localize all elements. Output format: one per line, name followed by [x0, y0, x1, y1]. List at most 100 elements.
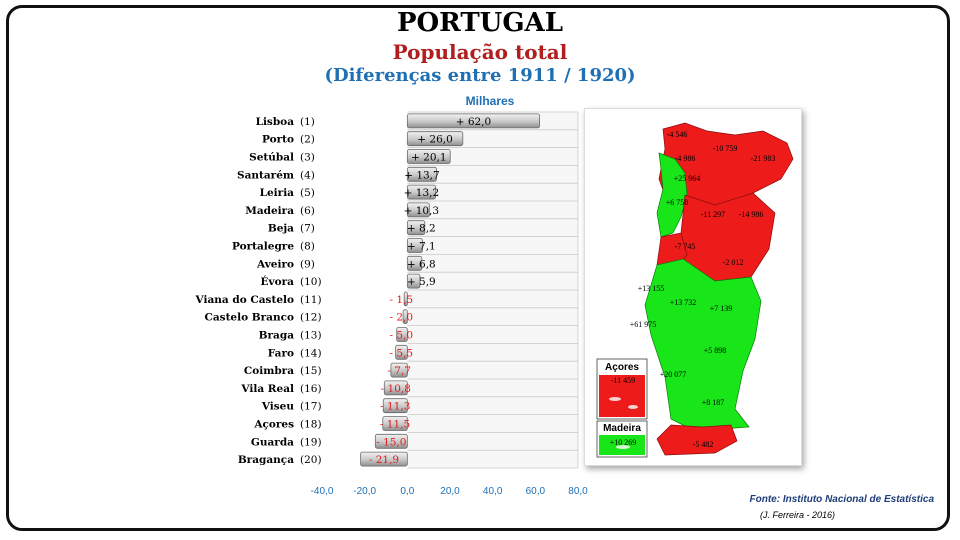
map-district-label: -11 459	[611, 376, 635, 385]
rank-label: (20)	[300, 454, 322, 466]
data-label: + 13,2	[404, 187, 440, 199]
map-district-label: +5 898	[704, 346, 727, 355]
data-label: + 7,1	[407, 241, 436, 253]
x-tick-label: 20,0	[440, 486, 460, 497]
period-label: (Diferenças entre 1911 / 1920)	[324, 65, 636, 86]
map-district-label: -7 745	[675, 242, 696, 251]
category-label: Santarém	[237, 169, 294, 181]
data-label: + 26,0	[417, 134, 453, 146]
bar	[402, 309, 408, 325]
map-district-label: +8 187	[702, 398, 725, 407]
data-label: - 10,8	[381, 383, 411, 395]
map-district-label: +7 139	[710, 304, 733, 313]
rank-label: (2)	[300, 134, 315, 146]
rank-label: (7)	[300, 223, 315, 235]
category-label: Viana do Castelo	[195, 294, 294, 306]
rank-label: (3)	[300, 152, 315, 164]
bar	[374, 433, 408, 449]
bar	[406, 202, 430, 218]
category-label: Porto	[262, 134, 294, 146]
map-district-label: +61 975	[630, 320, 657, 329]
data-label: - 11,3	[380, 401, 410, 413]
bar	[406, 113, 541, 129]
map-region-coast-north	[656, 152, 688, 238]
portugal-map: Açores Madeira -4 546 -10 759 -21 983 -4 98…	[584, 108, 802, 466]
bar	[406, 131, 464, 147]
bar	[406, 220, 426, 236]
bar	[403, 291, 408, 307]
data-label: + 20,1	[411, 152, 447, 164]
map-region-north	[658, 122, 794, 214]
data-label: + 5,9	[407, 276, 436, 288]
rank-label: (1)	[300, 116, 315, 128]
data-label: + 62,0	[456, 116, 492, 128]
category-label: Castelo Branco	[205, 312, 295, 324]
category-label: Setúbal	[249, 152, 294, 164]
rank-label: (16)	[300, 383, 322, 395]
x-tick-label: 0,0	[400, 486, 414, 497]
bar	[360, 451, 408, 467]
category-label: Bragança	[238, 454, 294, 466]
category-label: Beja	[268, 223, 294, 235]
district-map: Açores Madeira -4 546 -10 759 -21 983 -4 98…	[596, 122, 794, 458]
rank-label: (5)	[300, 187, 315, 199]
rank-label: (4)	[300, 169, 315, 181]
bar	[382, 416, 408, 431]
data-label: - 7,7	[387, 365, 411, 377]
data-label: - 1,5	[390, 294, 414, 306]
bar	[406, 238, 423, 253]
map-district-label: +10 269	[610, 438, 637, 447]
x-tick-label: 60,0	[526, 486, 546, 497]
rank-label: (10)	[300, 276, 322, 288]
data-label: - 21,9	[369, 454, 399, 466]
bar	[406, 273, 421, 289]
x-tick-label: 40,0	[483, 486, 503, 497]
category-label: Açores	[253, 419, 294, 431]
rank-label: (12)	[300, 312, 322, 324]
category-label: Évora	[261, 274, 295, 288]
map-region-south	[644, 258, 762, 432]
bar	[390, 362, 408, 378]
data-label: - 2,0	[390, 312, 414, 324]
bar-chart: -40,0 -20,0 0,0 20,0 40,0 60,0 80,0 Lisboa (1) + …	[195, 111, 588, 497]
bar	[406, 184, 436, 200]
data-label: + 10,3	[404, 205, 440, 217]
map-district-label: -10 759	[713, 144, 738, 153]
data-label: - 15,0	[376, 436, 406, 448]
map-district-label: -11 297	[701, 210, 725, 219]
map-district-label: +13 155	[638, 284, 665, 293]
rank-label: (11)	[300, 294, 322, 306]
rank-label: (19)	[300, 436, 322, 448]
bar	[406, 255, 423, 271]
page-subtitle: População total	[392, 40, 568, 64]
rank-label: (13)	[300, 330, 322, 342]
bar	[395, 344, 408, 360]
category-label: Lisboa	[256, 116, 295, 128]
map-district-label: -14 986	[739, 210, 764, 219]
rank-label: (17)	[300, 401, 322, 413]
map-district-label: -4 986	[675, 154, 696, 163]
category-label: Portalegre	[232, 241, 294, 253]
x-tick-label: -20,0	[353, 486, 376, 497]
rank-label: (9)	[300, 258, 315, 270]
category-label: Vila Real	[240, 383, 294, 395]
azores-inset-label: Açores	[605, 362, 639, 373]
rank-label: (18)	[300, 419, 322, 431]
rank-label: (15)	[300, 365, 322, 377]
map-district-label: +13 732	[670, 298, 697, 307]
map-district-label: -2 012	[723, 258, 744, 267]
data-label: - 5,5	[390, 347, 414, 359]
map-district-label: -5 482	[693, 440, 714, 449]
map-district-label: +6 758	[666, 198, 689, 207]
map-district-label: -21 983	[751, 154, 776, 163]
category-label: Aveiro	[256, 258, 294, 270]
rank-label: (14)	[300, 347, 322, 359]
data-label: - 11,5	[380, 419, 410, 431]
category-label: Braga	[259, 330, 295, 342]
madeira-inset-label: Madeira	[603, 423, 641, 434]
bar	[406, 149, 451, 164]
rank-label: (6)	[300, 205, 315, 217]
data-label: + 6,8	[407, 258, 436, 270]
bar	[406, 166, 437, 182]
author-note: (J. Ferreira - 2016)	[760, 510, 836, 520]
